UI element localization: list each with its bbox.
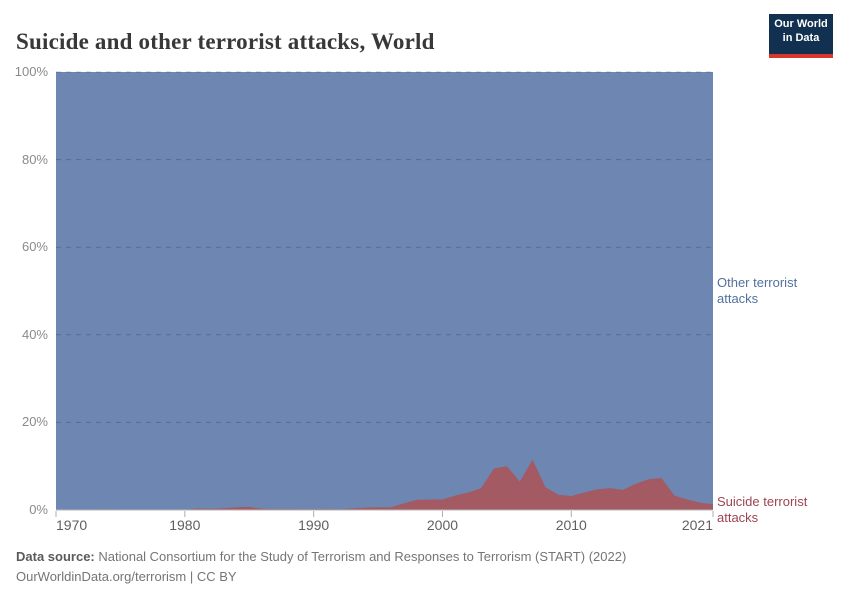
legend-label-suicide-terrorist-attacks[interactable]: Suicide terrorist attacks [717,494,808,526]
footer-source-label: Data source: [16,549,95,564]
footer-source-text: National Consortium for the Study of Ter… [94,549,627,564]
owid-logo-line1: Our World [774,18,828,30]
owid-logo-line2: in Data [782,31,820,44]
footer-license-line: OurWorldinData.org/terrorism | CC BY [16,569,237,585]
footer-note: Data source: National Consortium for the… [16,547,626,587]
legend-label-other-terrorist-attacks[interactable]: Other terrorist attacks [717,275,798,307]
footer-source-line: Data source: National Consortium for the… [16,547,626,567]
owid-logo: Our World in Data [769,14,833,58]
page-title: Suicide and other terrorist attacks, Wor… [16,29,435,55]
area-other-terrorist-attacks[interactable] [56,72,713,510]
area-suicide-terrorist-attacks[interactable] [56,459,713,510]
